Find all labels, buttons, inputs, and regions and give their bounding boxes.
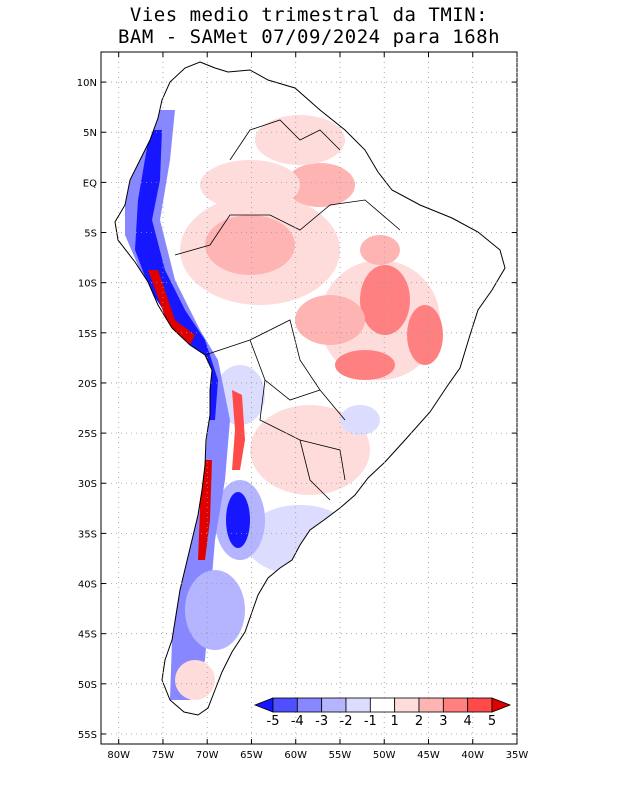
- colorbar-segment: [394, 697, 420, 713]
- colorbar-segment: [467, 697, 493, 713]
- lat-tick-label: 35S: [78, 529, 97, 540]
- colorbar-segment: [442, 697, 469, 713]
- land-layer: [114, 61, 506, 716]
- lon-tick-label: 65W: [240, 750, 263, 761]
- cold-bias-area: [340, 405, 380, 435]
- warm-bias-area: [360, 235, 400, 265]
- warm-bias-area: [205, 215, 295, 275]
- lat-tick-label: EQ: [83, 178, 97, 189]
- warm-bias-area: [200, 160, 300, 210]
- cold-bias-area: [226, 492, 250, 548]
- warm-bias-area: [335, 350, 395, 380]
- colorbar-label: -2: [340, 714, 353, 729]
- colorbar-segment: [296, 697, 323, 713]
- lat-tick-label: 30S: [78, 479, 97, 490]
- lon-tick-label: 55W: [329, 750, 352, 761]
- warm-bias-area: [232, 390, 245, 470]
- colorbar-segment: [345, 697, 371, 713]
- warm-bias-area: [295, 295, 365, 345]
- colorbar-label: 3: [439, 714, 447, 729]
- chart-title-line-1: Vies medio trimestral da TMIN:: [129, 4, 489, 26]
- lat-tick-label: 5S: [84, 229, 97, 240]
- lat-tick-label: 10S: [78, 279, 97, 290]
- lon-tick-label: 50W: [373, 750, 396, 761]
- warm-bias-area: [407, 305, 443, 365]
- axis-ticks: 10N 5N EQ 5S 10S 15S 20S 25S 30S 35S 40S 45S 50S 55S 8…: [77, 52, 529, 761]
- lon-tick-label: 75W: [152, 750, 175, 761]
- colorbar-segment: [418, 697, 444, 713]
- colorbar-label: 1: [391, 714, 399, 729]
- lat-tick-label: 5N: [83, 128, 97, 139]
- lat-tick-label: 25S: [78, 429, 97, 440]
- coastline: [114, 61, 506, 716]
- cold-bias-area: [135, 130, 218, 420]
- lat-tick-label: 40S: [78, 580, 97, 591]
- country-borders: [174, 119, 401, 501]
- lat-tick-label: 15S: [78, 329, 97, 340]
- colorbar-segment: [272, 697, 298, 713]
- colorbar-label: 2: [415, 714, 423, 729]
- warm-bias-area: [175, 660, 215, 700]
- map-grid: [101, 52, 518, 744]
- lon-tick-label: 70W: [196, 750, 219, 761]
- lat-tick-label: 45S: [78, 630, 97, 641]
- lon-tick-label: 60W: [284, 750, 307, 761]
- colorbar-label: -5: [267, 714, 280, 729]
- colorbar-label: 5: [488, 714, 496, 729]
- colorbar-segment: [491, 697, 512, 713]
- lat-tick-label: 10N: [77, 78, 97, 89]
- lat-tick-label: 50S: [78, 680, 97, 691]
- chart-title-line-2: BAM - SAMet 07/09/2024 para 168h: [117, 26, 501, 48]
- lon-tick-label: 35W: [506, 750, 529, 761]
- cold-bias-area: [185, 570, 245, 650]
- colorbar-label: -3: [315, 714, 328, 729]
- colorbar-label: -4: [291, 714, 304, 729]
- warm-bias-area: [360, 265, 410, 335]
- colorbar-label: 4: [464, 714, 472, 729]
- warm-bias-area: [285, 163, 355, 207]
- colorbar-segment: [369, 697, 396, 713]
- colorbar: -5 -4 -3 -2 -1 1 2 3 4 5: [253, 697, 512, 729]
- lat-tick-label: 55S: [78, 730, 97, 741]
- lon-tick-label: 80W: [107, 750, 130, 761]
- lon-tick-label: 40W: [461, 750, 484, 761]
- lon-tick-label: 45W: [417, 750, 440, 761]
- colorbar-segment: [321, 697, 347, 713]
- lat-tick-label: 20S: [78, 379, 97, 390]
- warm-bias-area: [148, 270, 195, 345]
- colorbar-label: -1: [364, 714, 377, 729]
